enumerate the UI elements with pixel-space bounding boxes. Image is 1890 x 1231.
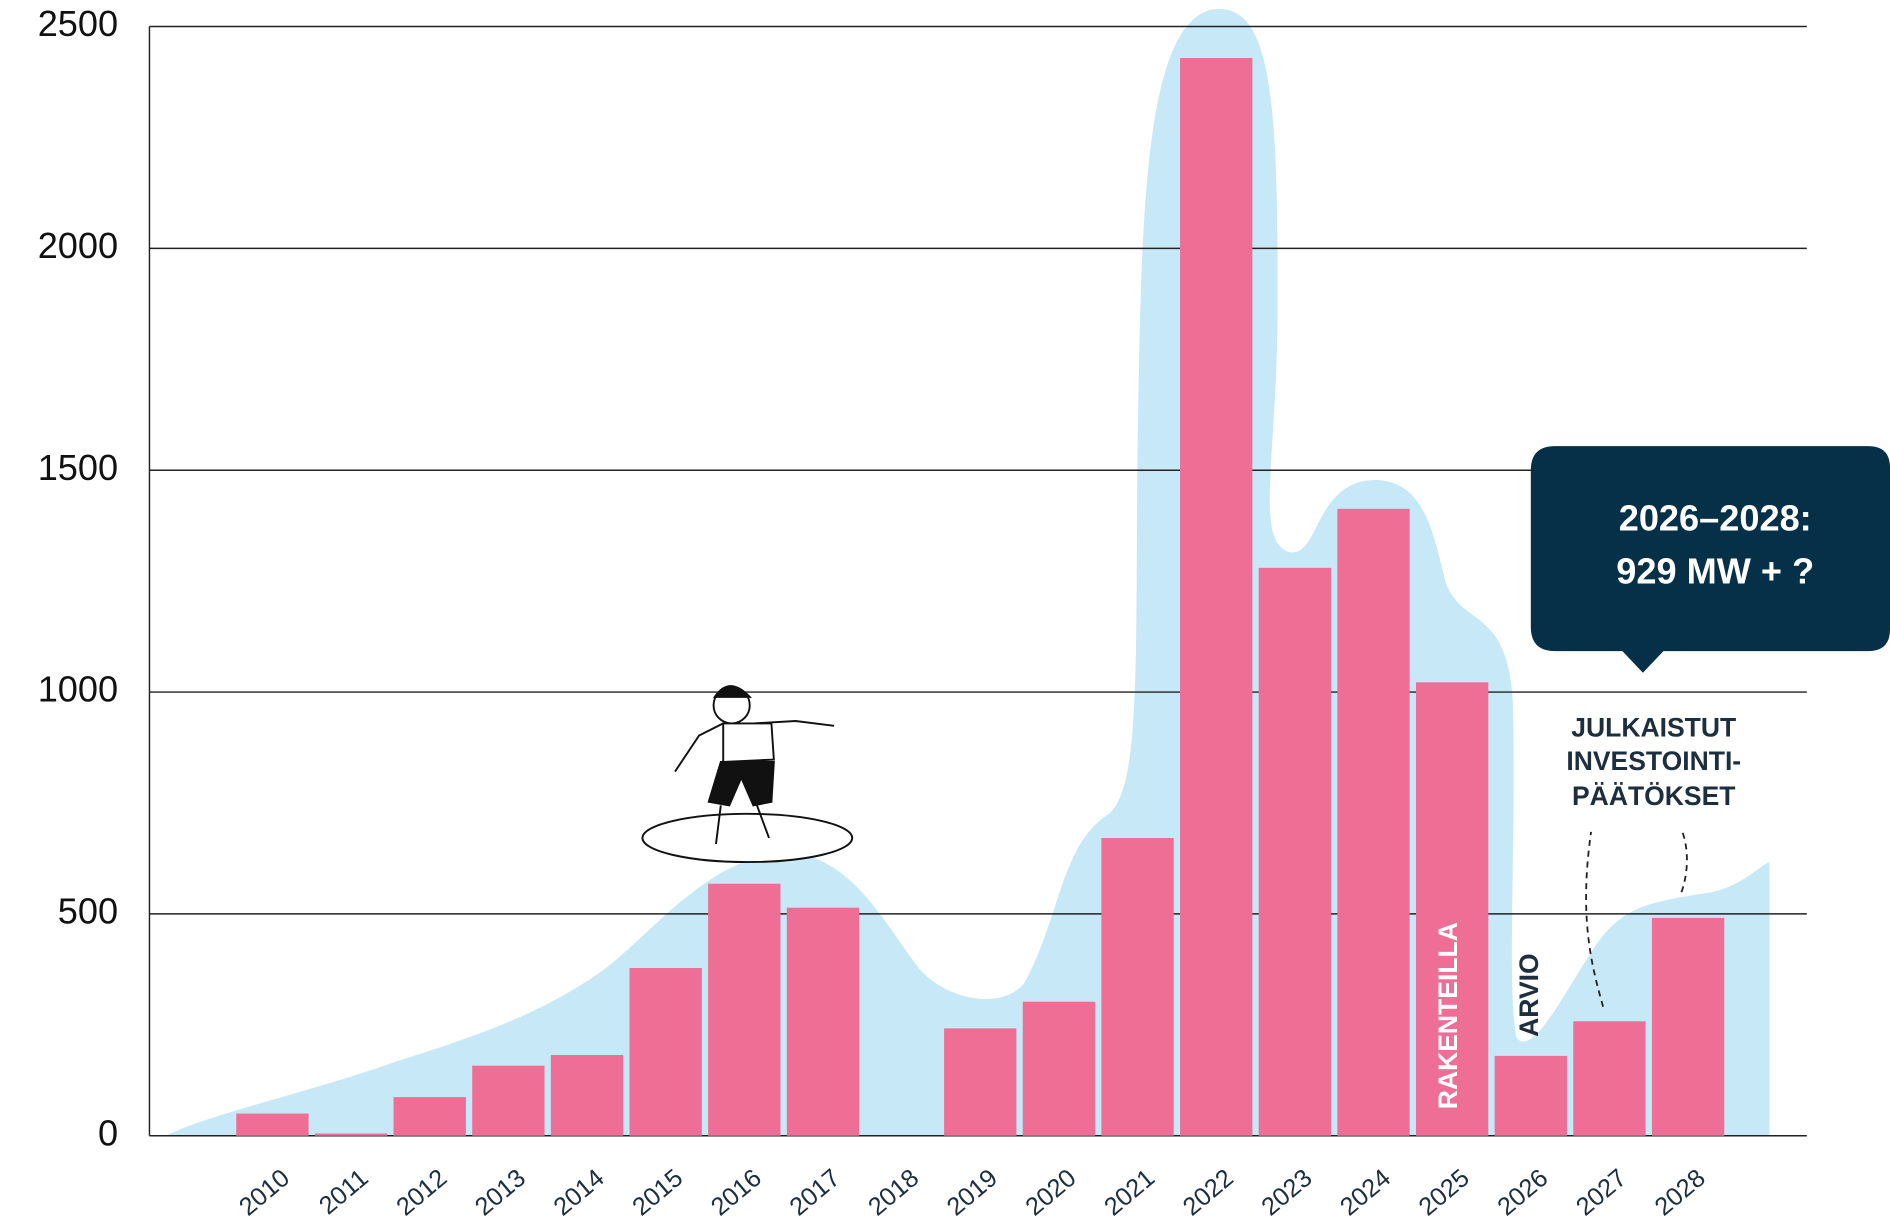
- x-tick-label: 2015: [627, 1164, 688, 1222]
- y-tick-label: 1500: [38, 447, 118, 488]
- callout-box: [1530, 446, 1890, 673]
- y-tick-label: 500: [58, 890, 118, 931]
- x-tick-label: 2016: [706, 1164, 767, 1222]
- x-tick-label: 2025: [1414, 1164, 1475, 1222]
- x-tick-label: 2012: [391, 1164, 452, 1222]
- x-tick-label: 2026: [1492, 1164, 1553, 1222]
- y-tick-label: 0: [98, 1112, 118, 1153]
- bar: [1494, 1055, 1567, 1136]
- bar: [786, 907, 860, 1136]
- y-tick-label: 2500: [38, 3, 118, 44]
- bar: [472, 1065, 545, 1136]
- x-tick-label: 2028: [1650, 1164, 1711, 1222]
- x-tick-label: 2013: [470, 1164, 531, 1222]
- bar: [629, 968, 702, 1136]
- callout-text: 2026–2028:: [1619, 497, 1812, 538]
- bar: [314, 1133, 388, 1136]
- callout-text: 929 MW + ?: [1616, 550, 1814, 591]
- bar: [236, 1113, 309, 1136]
- annotation: JULKAISTUT: [1571, 712, 1736, 742]
- y-tick-label: 1000: [38, 669, 118, 710]
- bars: [236, 58, 1725, 1136]
- bar: [1258, 567, 1332, 1136]
- x-tick-label: 2024: [1335, 1164, 1396, 1222]
- x-tick-label: 2017: [784, 1164, 845, 1222]
- bar: [708, 883, 781, 1136]
- bar: [1651, 917, 1725, 1136]
- bar: [550, 1054, 624, 1136]
- x-tick-label: 2021: [1099, 1164, 1160, 1222]
- y-tick-label: 2000: [38, 225, 118, 266]
- x-tick-label: 2023: [1256, 1164, 1317, 1222]
- x-tick-label: 2011: [314, 1164, 374, 1220]
- x-tick-label: 2020: [1020, 1164, 1081, 1222]
- x-tick-label: 2014: [549, 1164, 610, 1222]
- annotation: ARVIO: [1514, 953, 1544, 1037]
- bar: [1337, 508, 1410, 1136]
- x-tick-label: 2019: [942, 1164, 1003, 1222]
- surfer: [641, 685, 854, 864]
- leader-line: [1585, 829, 1688, 1007]
- bar: [1573, 1021, 1646, 1136]
- annotation: PÄÄTÖKSET: [1572, 781, 1736, 811]
- annotation: RAKENTEILLA: [1433, 922, 1463, 1109]
- bar: [944, 1028, 1017, 1136]
- x-tick-label: 2022: [1178, 1164, 1239, 1222]
- bar: [1415, 682, 1489, 1136]
- x-tick-label: 2018: [863, 1164, 924, 1222]
- bar: [1180, 58, 1253, 1136]
- bar: [1022, 1001, 1096, 1136]
- x-tick-label: 2027: [1571, 1164, 1632, 1222]
- bar: [393, 1097, 466, 1136]
- x-tick-label: 2010: [234, 1164, 295, 1222]
- bar: [1101, 838, 1174, 1136]
- annotation: INVESTOINTI-: [1566, 746, 1741, 776]
